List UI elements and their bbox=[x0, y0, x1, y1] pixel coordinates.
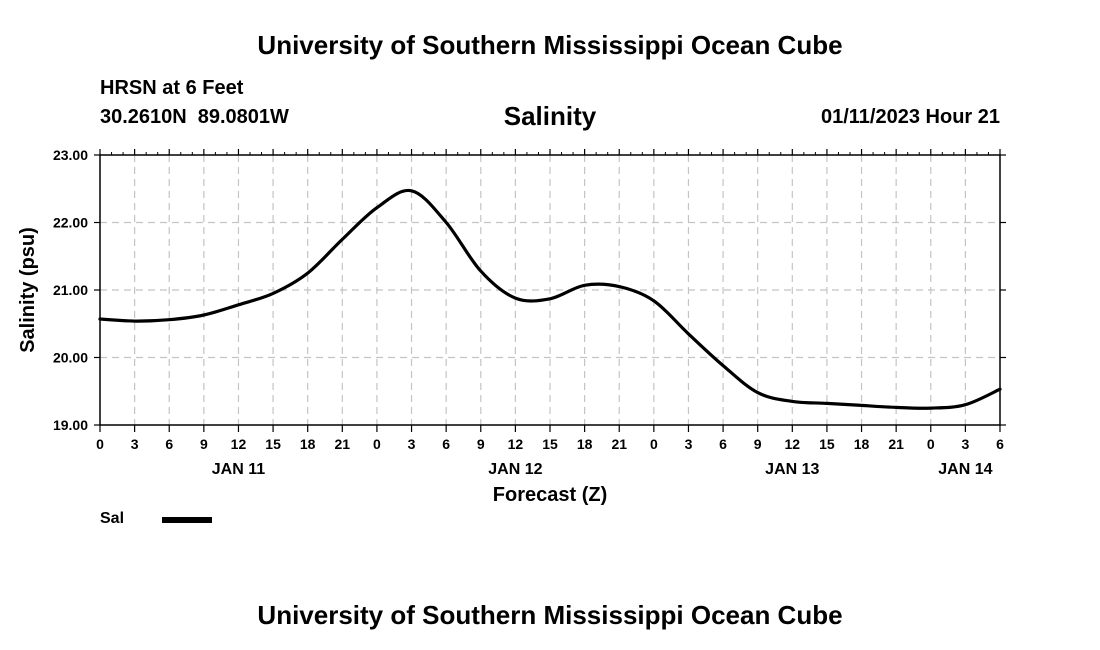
x-tick-label: 15 bbox=[542, 436, 558, 452]
y-tick-label: 19.00 bbox=[53, 417, 88, 433]
x-tick-label: 21 bbox=[611, 436, 627, 452]
date-label: JAN 13 bbox=[765, 461, 819, 478]
y-tick-label: 23.00 bbox=[53, 147, 88, 163]
y-axis-label: Salinity (psu) bbox=[17, 227, 39, 353]
chart-title: Salinity bbox=[503, 101, 597, 131]
x-tick-label: 18 bbox=[577, 436, 593, 452]
issued-time: 01/11/2023 Hour 21 bbox=[820, 106, 1000, 128]
y-tick-label: 21.00 bbox=[53, 282, 88, 298]
salinity-chart: 0 3 6 9 12 15 18 21 0 3 6 9 12 15 18 21 0 3 6 9 12 15 18 21 0 3 6 1… bbox=[17, 147, 1006, 506]
axis-ticks: 0 3 6 9 12 15 18 21 0 3 6 9 12 15 18 21 0 3 6 9 12 15 18 21 0 3 6 1… bbox=[53, 147, 1006, 478]
x-tick-label: 6 bbox=[996, 436, 1004, 452]
x-tick-label: 6 bbox=[442, 436, 450, 452]
date-label: JAN 14 bbox=[938, 461, 992, 478]
series-layer bbox=[98, 188, 1002, 410]
x-tick-label: 21 bbox=[335, 436, 351, 452]
y-tick-label: 22.00 bbox=[53, 215, 88, 231]
longitude: 89.0801W bbox=[197, 106, 289, 128]
x-tick-label: 0 bbox=[927, 436, 935, 452]
x-tick-label: 0 bbox=[650, 436, 658, 452]
x-tick-label: 0 bbox=[373, 436, 381, 452]
x-tick-label: 12 bbox=[785, 436, 801, 452]
y-tick-label: 20.00 bbox=[53, 350, 88, 366]
x-tick-label: 0 bbox=[96, 436, 104, 452]
x-tick-label: 15 bbox=[265, 436, 281, 452]
grid-lines bbox=[100, 155, 1000, 425]
series-line-sal bbox=[98, 188, 1002, 410]
x-tick-label: 12 bbox=[231, 436, 247, 452]
x-tick-label: 18 bbox=[300, 436, 316, 452]
station-coordinates: 30.2610N 89.0801W bbox=[100, 106, 300, 129]
x-tick-label: 3 bbox=[685, 436, 693, 452]
date-label: JAN 11 bbox=[212, 461, 265, 478]
x-tick-label: 21 bbox=[888, 436, 904, 452]
x-tick-label: 6 bbox=[719, 436, 727, 452]
legend-label: Sal bbox=[100, 510, 125, 527]
x-tick-label: 9 bbox=[754, 436, 762, 452]
footer-title: University of Southern Mississippi Ocean… bbox=[257, 600, 843, 630]
x-tick-label: 6 bbox=[165, 436, 173, 452]
x-tick-label: 15 bbox=[819, 436, 835, 452]
x-tick-label: 3 bbox=[131, 436, 139, 452]
x-tick-label: 9 bbox=[200, 436, 208, 452]
x-axis-label: Forecast (Z) bbox=[493, 484, 607, 506]
date-label: JAN 12 bbox=[488, 461, 542, 478]
main-title: University of Southern Mississippi Ocean… bbox=[257, 30, 843, 60]
x-tick-label: 3 bbox=[408, 436, 416, 452]
legend-line-swatch bbox=[162, 517, 212, 523]
x-tick-label: 18 bbox=[854, 436, 870, 452]
x-tick-label: 9 bbox=[477, 436, 485, 452]
x-tick-label: 3 bbox=[961, 436, 969, 452]
station-name: HRSN at 6 Feet bbox=[100, 77, 244, 99]
x-tick-label: 12 bbox=[508, 436, 524, 452]
latitude: 30.2610N bbox=[100, 106, 187, 128]
